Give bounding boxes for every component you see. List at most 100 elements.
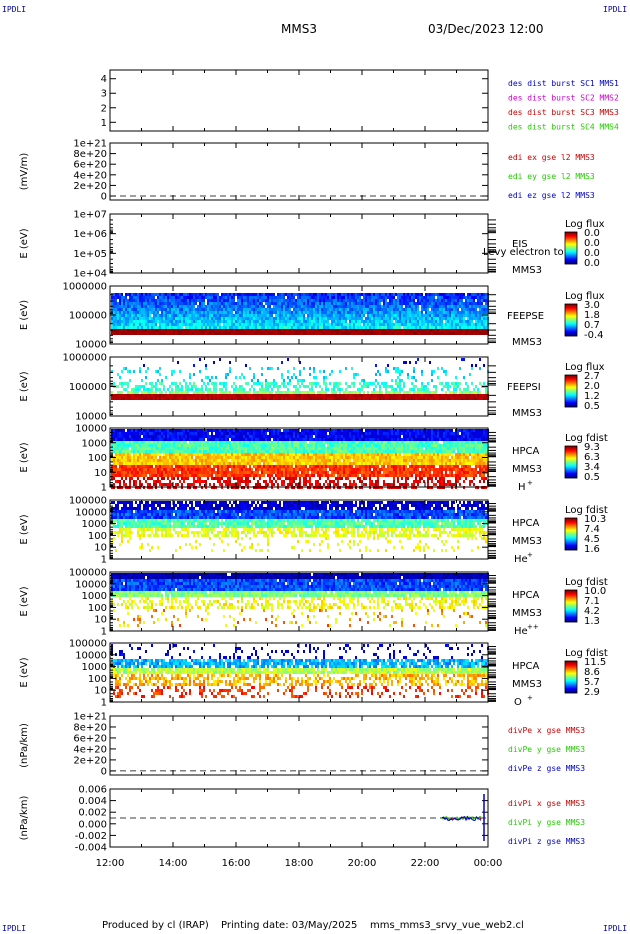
feepsi-spectrogram bbox=[111, 358, 489, 400]
divpi-trace bbox=[441, 815, 482, 821]
hpca_he-colorbar-tick: 7.4 bbox=[584, 524, 600, 535]
time-axis-label: 20:00 bbox=[348, 858, 377, 869]
divpi-legend-item: divPi y gse MMS3 bbox=[508, 818, 585, 827]
hpca_hepp-ytick-label: 100000 bbox=[69, 568, 107, 579]
hpca_hepp-axes bbox=[109, 571, 496, 632]
burst-ytick-label: 3 bbox=[101, 89, 107, 100]
divpi-ylabel: (nPa/km) bbox=[19, 796, 30, 841]
burst-ytick-label: 4 bbox=[101, 74, 107, 85]
eis-ytick-label: 1e+07 bbox=[73, 210, 107, 221]
hpca_o-spectrogram bbox=[111, 644, 489, 698]
hpca_h-spectrogram bbox=[111, 429, 489, 489]
hpca_h-colorbar-tick: 3.4 bbox=[584, 462, 600, 473]
hpca_he-colorbar-tick: 4.5 bbox=[584, 534, 600, 545]
hpca_o-instrument-name: HPCA bbox=[512, 661, 540, 672]
hpca_he-spectrogram bbox=[111, 501, 489, 552]
feepse-ytick-label: 100000 bbox=[69, 311, 107, 322]
feepsi-ylabel: E (eV) bbox=[19, 371, 30, 401]
hpca_he-ytick-label: 100000 bbox=[69, 496, 107, 507]
time-axis-label: 12:00 bbox=[96, 858, 125, 869]
feepse-axes bbox=[109, 285, 496, 345]
hpca_o-ytick-label: 100000 bbox=[69, 639, 107, 650]
divpe-ytick-label: 0 bbox=[101, 766, 107, 777]
hpca_o-ytick-label: 10 bbox=[94, 686, 107, 697]
hpca_he-ylabel: E (eV) bbox=[19, 514, 30, 544]
datetime-title: 03/Dec/2023 12:00 bbox=[428, 22, 544, 36]
divpe-ytick-label: 1e+21 bbox=[73, 712, 107, 723]
eis-axes bbox=[109, 213, 496, 274]
hpca_o-colorbar-tick: 11.5 bbox=[584, 657, 606, 668]
hpca_o-species: O bbox=[514, 697, 522, 708]
hpca_h-spacecraft: MMS3 bbox=[512, 464, 542, 475]
divpi-ytick-label: 0.000 bbox=[78, 819, 107, 830]
hpca_h-species: H bbox=[518, 482, 526, 493]
hpca_h-colorbar bbox=[564, 445, 578, 479]
hpca_hepp-ytick-label: 10000 bbox=[75, 579, 107, 590]
time-axis-label: 22:00 bbox=[411, 858, 440, 869]
hpca_hepp-spacecraft: MMS3 bbox=[512, 608, 542, 619]
hpca_h-instrument-name: HPCA bbox=[512, 446, 540, 457]
hpca_o-colorbar-title: Log fdist bbox=[565, 648, 608, 659]
eis-overlay-text: Levy electron to bbox=[483, 247, 564, 258]
hpca_hepp-instrument-name: HPCA bbox=[512, 590, 540, 601]
feepse-colorbar bbox=[564, 303, 578, 337]
hpca_o-axes bbox=[109, 642, 496, 703]
hpca_hepp-spectrogram bbox=[111, 573, 489, 627]
burst-legend-item: des dist burst SC2 MMS2 bbox=[508, 94, 619, 103]
hpca_o-ytick-label: 10000 bbox=[75, 650, 107, 661]
feepse-ytick-label: 1000000 bbox=[62, 282, 107, 293]
feepsi-ytick-label: 10000 bbox=[75, 412, 107, 423]
corner-label-top-right: IPDLI bbox=[603, 5, 628, 14]
mission-title: MMS3 bbox=[281, 22, 317, 36]
time-axis-label: 18:00 bbox=[285, 858, 314, 869]
divpe-ytick-label: 6e+20 bbox=[73, 733, 107, 744]
divpi-legend-item: divPi x gse MMS3 bbox=[508, 799, 585, 808]
eis-colorbar-tick: 0.0 bbox=[584, 248, 600, 259]
hpca_h-colorbar-tick: 9.3 bbox=[584, 442, 600, 453]
time-axis-label: 16:00 bbox=[222, 858, 251, 869]
feepsi-colorbar-title: Log flux bbox=[565, 362, 605, 373]
hpca_he-ytick-label: 1 bbox=[101, 555, 107, 566]
hpca_he-axes bbox=[109, 499, 496, 560]
edi-ytick-label: 4e+20 bbox=[73, 170, 107, 181]
hpca_hepp-colorbar-tick: 7.1 bbox=[584, 596, 600, 607]
edi-axes bbox=[109, 142, 489, 201]
feepsi-colorbar-tick: 1.2 bbox=[584, 391, 600, 402]
hpca_o-spacecraft: MMS3 bbox=[512, 679, 542, 690]
hpca_he-colorbar-title: Log fdist bbox=[565, 505, 608, 516]
edi-ytick-label: 6e+20 bbox=[73, 160, 107, 171]
eis-spacecraft: MMS3 bbox=[512, 265, 542, 276]
eis-colorbar-tick: 0.0 bbox=[584, 258, 600, 269]
hpca_hepp-ytick-label: 100 bbox=[88, 603, 107, 614]
feepse-ylabel: E (eV) bbox=[19, 300, 30, 330]
hpca_o-ylabel: E (eV) bbox=[19, 657, 30, 687]
divpe-axes bbox=[109, 715, 489, 776]
divpi-ytick-label: 0.004 bbox=[78, 796, 107, 807]
feepsi-ytick-label: 1000000 bbox=[62, 353, 107, 364]
hpca_h-colorbar-title: Log fdist bbox=[565, 433, 608, 444]
hpca_o-ytick-label: 1 bbox=[101, 698, 107, 709]
hpca_he-ytick-label: 100 bbox=[88, 531, 107, 542]
time-axis-label: 14:00 bbox=[159, 858, 188, 869]
corner-label-bottom-left: IPDLI bbox=[2, 924, 27, 933]
edi-legend-item: edi ey gse l2 MMS3 bbox=[508, 172, 595, 181]
feepse-instrument-name: FEEPSE bbox=[507, 311, 544, 322]
time-axis-label: 00:00 bbox=[474, 858, 503, 869]
hpca_h-charge: + bbox=[527, 479, 533, 487]
feepsi-axes bbox=[109, 356, 496, 417]
hpca_h-ytick-label: 10 bbox=[94, 468, 107, 479]
hpca_hepp-ytick-label: 1 bbox=[101, 627, 107, 638]
corner-label-top-left: IPDLI bbox=[2, 5, 27, 14]
hpca_h-colorbar-tick: 0.5 bbox=[584, 472, 600, 483]
burst-axes bbox=[109, 69, 489, 132]
hpca_h-ytick-label: 100 bbox=[88, 453, 107, 464]
feepse-ytick-label: 10000 bbox=[75, 340, 107, 351]
footer-script: mms_mms3_srvy_vue_web2.cl bbox=[370, 920, 524, 931]
feepse-spacecraft: MMS3 bbox=[512, 337, 542, 348]
footer-produced: Produced by cl (IRAP) bbox=[102, 920, 209, 931]
hpca_o-ytick-label: 100 bbox=[88, 674, 107, 685]
burst-ytick-label: 1 bbox=[101, 118, 107, 129]
hpca_hepp-colorbar-tick: 4.2 bbox=[584, 606, 600, 617]
eis-ytick-label: 1e+06 bbox=[73, 229, 107, 240]
